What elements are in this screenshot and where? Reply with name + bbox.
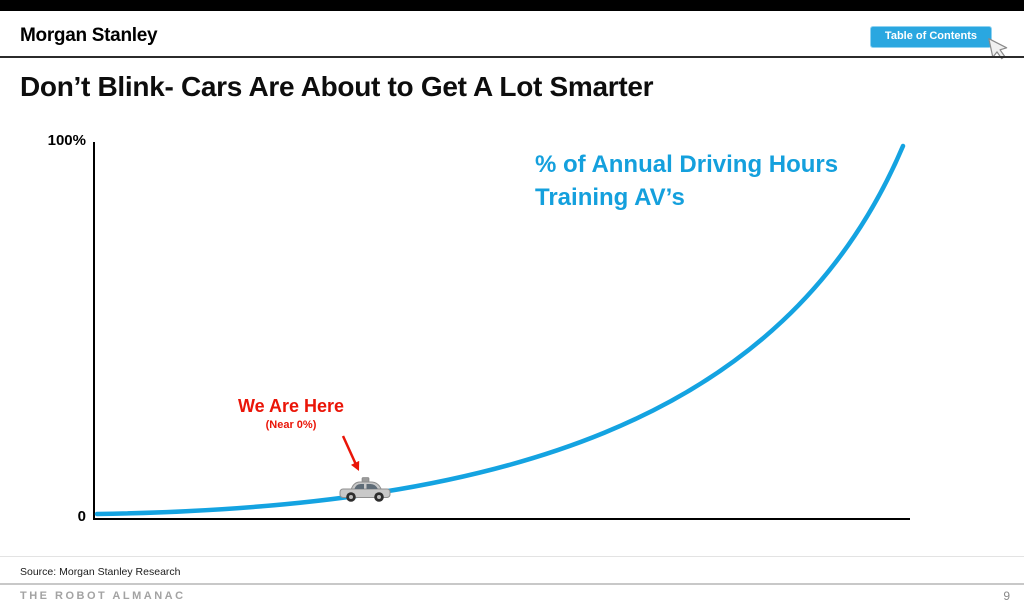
series-label-line2: Training AV’s (535, 184, 685, 212)
footer-divider (0, 583, 1024, 585)
series-label: % of Annual Driving Hours Training AV’s (535, 148, 838, 214)
we-are-here-label: We Are Here (237, 396, 345, 416)
near-zero-label: (Near 0%) (265, 419, 317, 431)
y-axis-max-label: 100% (47, 132, 86, 149)
autonomous-car-icon (339, 477, 391, 502)
annotation-arrow-icon (341, 435, 360, 471)
growth-curve (94, 143, 906, 517)
publication-name: THE ROBOT ALMANAC (20, 590, 186, 602)
y-axis-line (93, 142, 95, 520)
x-axis-line (93, 518, 910, 520)
source-divider (0, 556, 1024, 557)
chart-area: 100% 0 % of Annual Driving Hours Trainin… (0, 128, 1024, 553)
cursor-icon (988, 36, 1012, 68)
source-note: Source: Morgan Stanley Research (20, 566, 181, 578)
table-of-contents-label: Table of Contents (884, 30, 977, 42)
header-divider (0, 56, 1024, 58)
table-of-contents-button[interactable]: Table of Contents (869, 26, 992, 49)
slide-title: Don’t Blink- Cars Are About to Get A Lot… (20, 71, 654, 102)
top-black-bar (0, 0, 1024, 11)
we-are-here-annotation: We Are Here (Near 0%) (228, 396, 354, 431)
y-axis-zero-label: 0 (77, 508, 86, 525)
page-number: 9 (1003, 589, 1010, 603)
series-label-line1: % of Annual Driving Hours (535, 151, 839, 178)
brand-logo: Morgan Stanley (20, 25, 158, 46)
